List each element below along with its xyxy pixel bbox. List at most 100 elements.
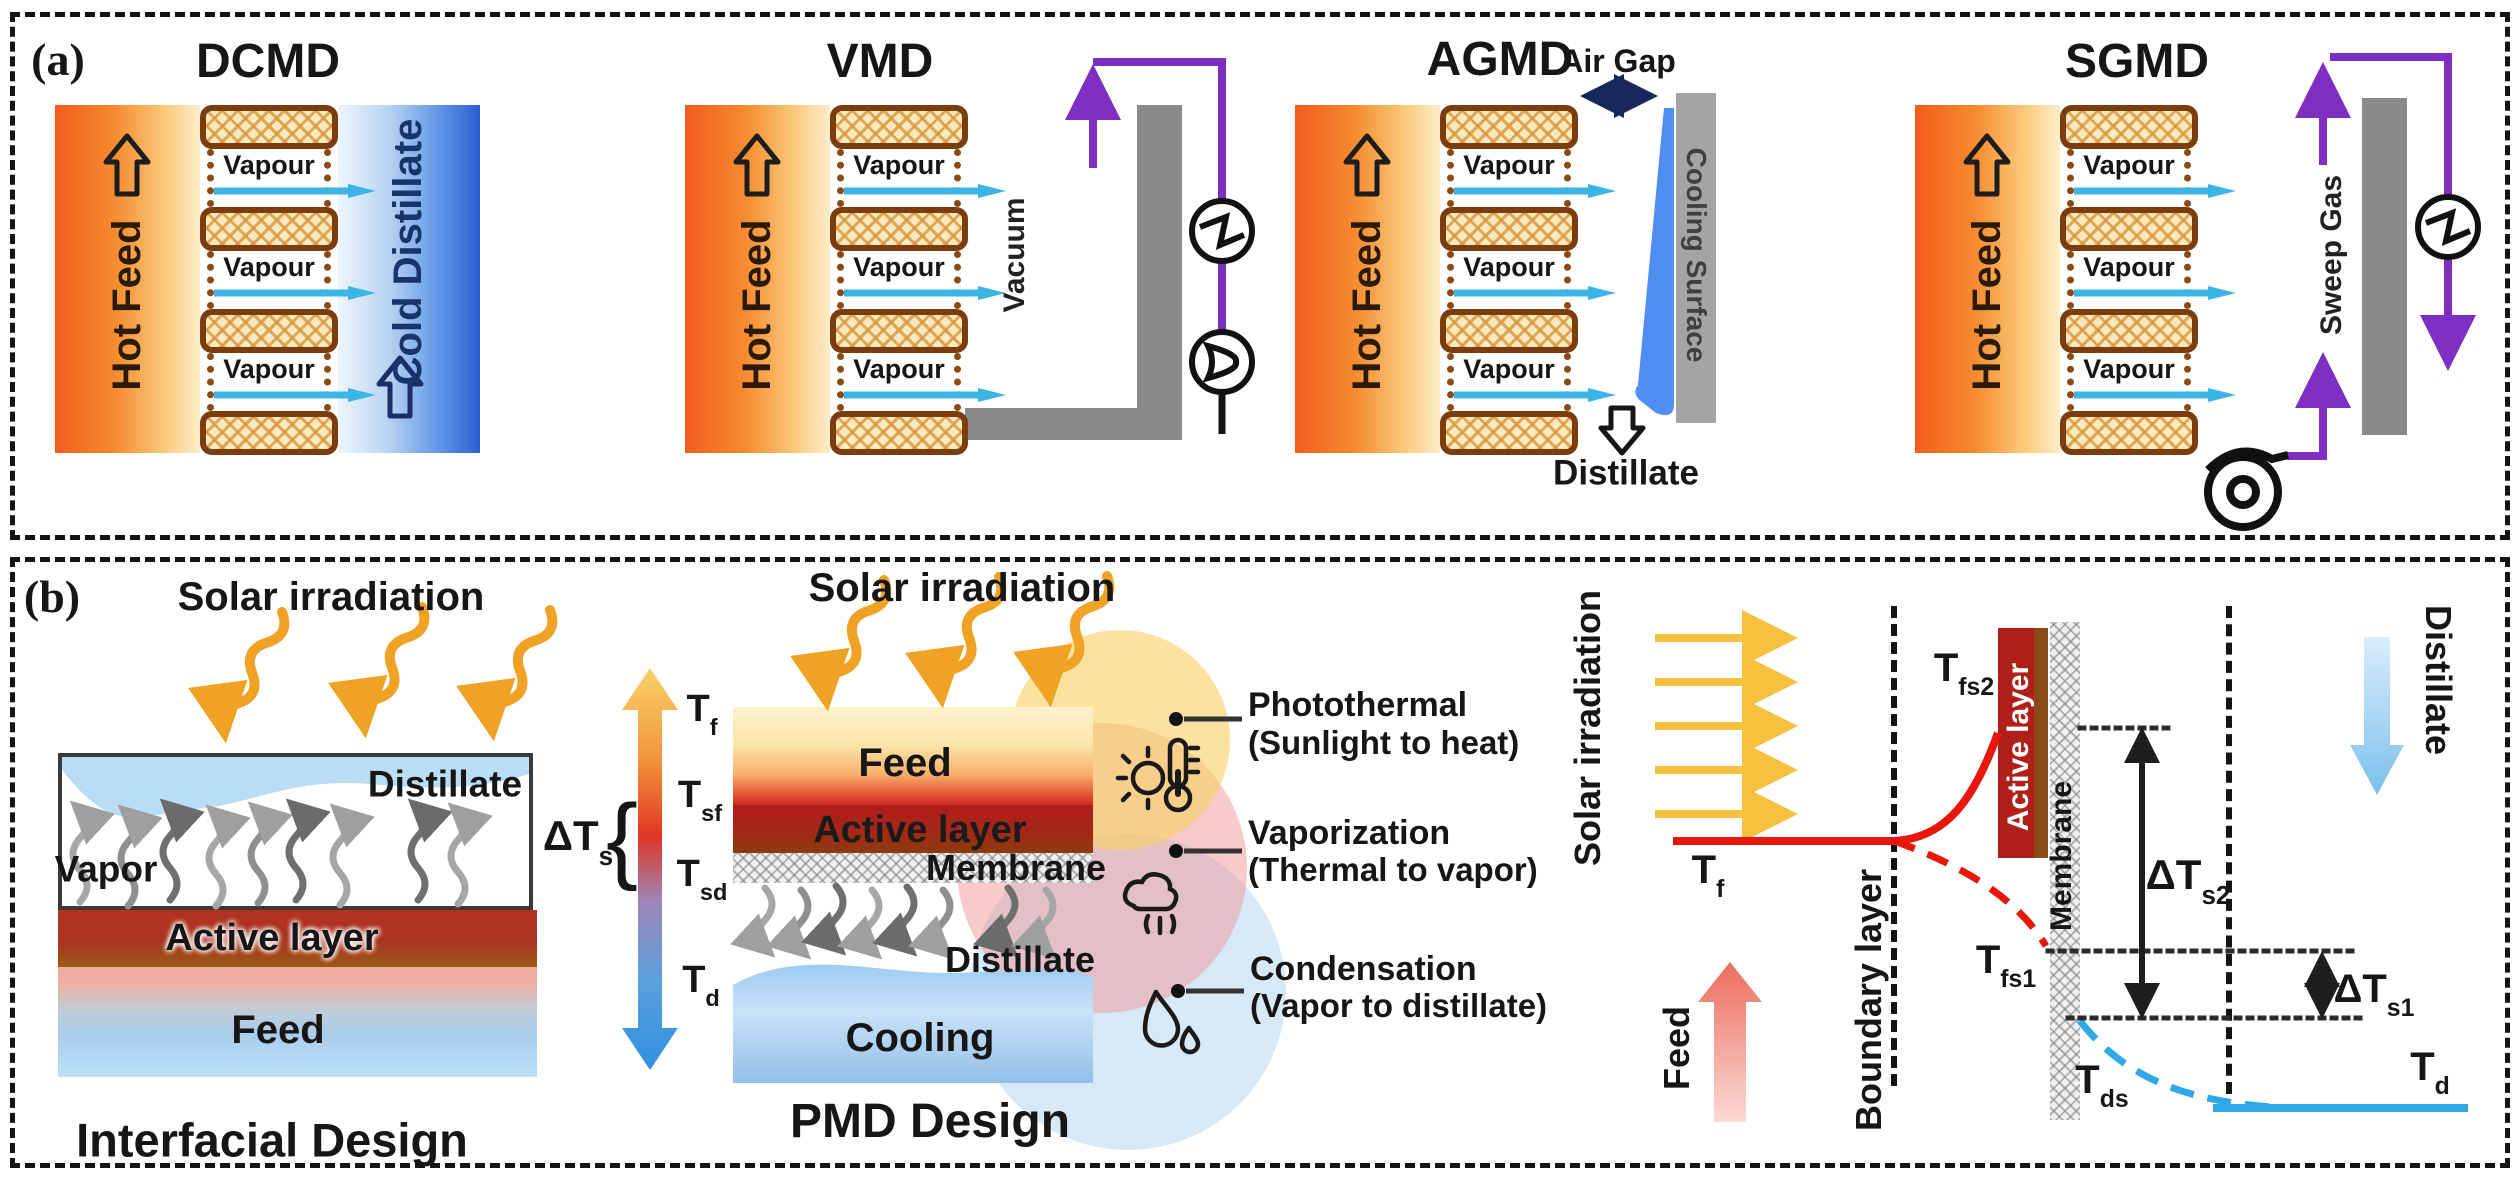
membrane-block [830, 309, 968, 353]
interfacial-title: Solar irradiation [177, 575, 485, 619]
vapour-gap: Vapour [2067, 149, 2236, 207]
vapour-label: Vapour [223, 150, 315, 180]
vapour-arrow [1454, 286, 1616, 300]
pmd-distillate-label: Distillate [944, 939, 1096, 980]
profile-dts1-label: ΔTs1 [2333, 967, 2415, 1023]
membrane-block [200, 207, 338, 251]
interfacial-active-layer-label: Active layer [165, 917, 379, 959]
vmd-membrane-stack: Vapour Vapour Vapour [830, 105, 1006, 455]
vapour-label: Vapour [2083, 252, 2175, 282]
sgmd-condenser-wall [2362, 98, 2407, 435]
profile-distillate-label: Distillate [2418, 604, 2459, 756]
profile-active-layer-bar [1998, 628, 2048, 858]
vapour-gap: Vapour [1447, 251, 1616, 309]
membrane-block [200, 105, 338, 149]
sgmd-sweep-gas-label: Sweep Gas [2315, 174, 2348, 336]
vapour-arrow [1454, 388, 1616, 402]
mechanism-photothermal-title: Photothermal [1248, 686, 1468, 724]
vapour-label: Vapour [1463, 252, 1555, 282]
panel-a-border [10, 12, 2510, 540]
agmd-air-gap-label: Air Gap [1560, 43, 1676, 79]
membrane-block [2060, 309, 2198, 353]
vapour-arrow [2074, 286, 2236, 300]
agmd-membrane-stack: Vapour Vapour Vapour [1440, 105, 1616, 455]
sgmd-title: SGMD [2065, 35, 2209, 88]
vapour-label: Vapour [223, 354, 315, 384]
pmd-tsf-label: Tsf [677, 773, 723, 826]
vapour-label: Vapour [223, 252, 315, 282]
vapour-gap: Vapour [837, 251, 1006, 309]
vapour-gap: Vapour [1447, 353, 1616, 411]
pmd-title: Solar irradiation [808, 566, 1116, 610]
pmd-membrane-layer [733, 853, 1093, 883]
vapour-label: Vapour [853, 150, 945, 180]
profile-boundary-layer-label: Boundary layer [1848, 868, 1889, 1132]
membrane-block [200, 309, 338, 353]
mechanism-vaporization-subtitle: (Thermal to vapor) [1248, 851, 1538, 888]
vapour-label: Vapour [853, 252, 945, 282]
pmd-membrane-label: Membrane [925, 847, 1107, 888]
vmd-condenser-wall-vertical [1137, 105, 1182, 440]
mechanism-condensation-subtitle: (Vapor to distillate) [1250, 987, 1548, 1024]
interfacial-feed-label: Feed [231, 1008, 325, 1052]
vapour-arrow [2074, 184, 2236, 198]
membrane-block [1440, 207, 1578, 251]
vapour-arrow [844, 184, 1006, 198]
vapour-gap: Vapour [837, 353, 1006, 411]
pmd-caption: PMD Design [789, 1095, 1071, 1148]
profile-membrane-bar [2050, 622, 2080, 1120]
vapour-arrow [214, 388, 376, 402]
vapour-label: Vapour [2083, 354, 2175, 384]
profile-tds-label: Tds [2075, 1058, 2129, 1114]
interfacial-caption: Interfacial Design [76, 1113, 468, 1167]
profile-membrane-label: Membrane [2045, 780, 2078, 932]
vmd-hot-feed-label: Hot Feed [735, 219, 779, 391]
sgmd-hot-feed-label: Hot Feed [1965, 219, 2009, 391]
interfacial-active-layer [58, 910, 537, 967]
interfacial-vapor-label: Vapor [54, 848, 158, 890]
vapour-arrow [844, 388, 1006, 402]
membrane-block [1440, 309, 1578, 353]
profile-dts2-label: ΔTs2 [2145, 850, 2231, 910]
vmd-title: VMD [826, 35, 934, 88]
delta-ts-brace: { [605, 785, 639, 892]
agmd-cooling-plate [1676, 93, 1716, 423]
membrane-block [2060, 105, 2198, 149]
profile-tfs1-label: Tfs1 [1975, 938, 2037, 994]
vapour-label: Vapour [2083, 150, 2175, 180]
vapour-gap: Vapour [837, 149, 1006, 207]
pmd-active-layer-label: Active layer [813, 809, 1027, 851]
vapour-gap: Vapour [1447, 149, 1616, 207]
dcmd-membrane-stack: Vapour Vapour Vapour [200, 105, 376, 455]
profile-td-label: Td [2410, 1045, 2450, 1101]
dcmd-title: DCMD [196, 35, 340, 88]
membrane-block [2060, 411, 2198, 455]
vapour-gap: Vapour [2067, 251, 2236, 309]
profile-feed-label: Feed [1656, 1005, 1697, 1091]
vmd-vacuum-label: Vacuum [998, 197, 1031, 313]
profile-tf-label: Tf [1691, 848, 1725, 904]
sgmd-membrane-stack: Vapour Vapour Vapour [2060, 105, 2236, 455]
pmd-feed-layer [733, 707, 1093, 805]
profile-distillate-boundary-line [2226, 606, 2232, 1094]
vapour-gap: Vapour [207, 251, 376, 309]
membrane-block [830, 411, 968, 455]
pmd-tf-label: Tf [686, 687, 718, 740]
profile-tfs2-label: Tfs2 [1933, 646, 1995, 702]
vapour-gap: Vapour [207, 353, 376, 411]
vapour-arrow [844, 286, 1006, 300]
agmd-distillate-label: Distillate [1553, 453, 1699, 493]
delta-ts-label: ΔTs [542, 811, 614, 871]
pmd-feed-label: Feed [858, 741, 952, 785]
pmd-tsd-label: Tsd [676, 852, 728, 905]
panel-a-label: (a) [31, 34, 85, 85]
dcmd-hot-feed-label: Hot Feed [105, 219, 149, 391]
agmd-cooling-surface-label: Cooling Surface [1681, 147, 1712, 363]
membrane-block [1440, 411, 1578, 455]
membrane-block [830, 105, 968, 149]
interfacial-feed-layer [58, 967, 537, 1077]
vapour-arrow [1454, 184, 1616, 198]
vapour-arrow [214, 286, 376, 300]
profile-active-layer-label: Active layer [2002, 662, 2035, 832]
